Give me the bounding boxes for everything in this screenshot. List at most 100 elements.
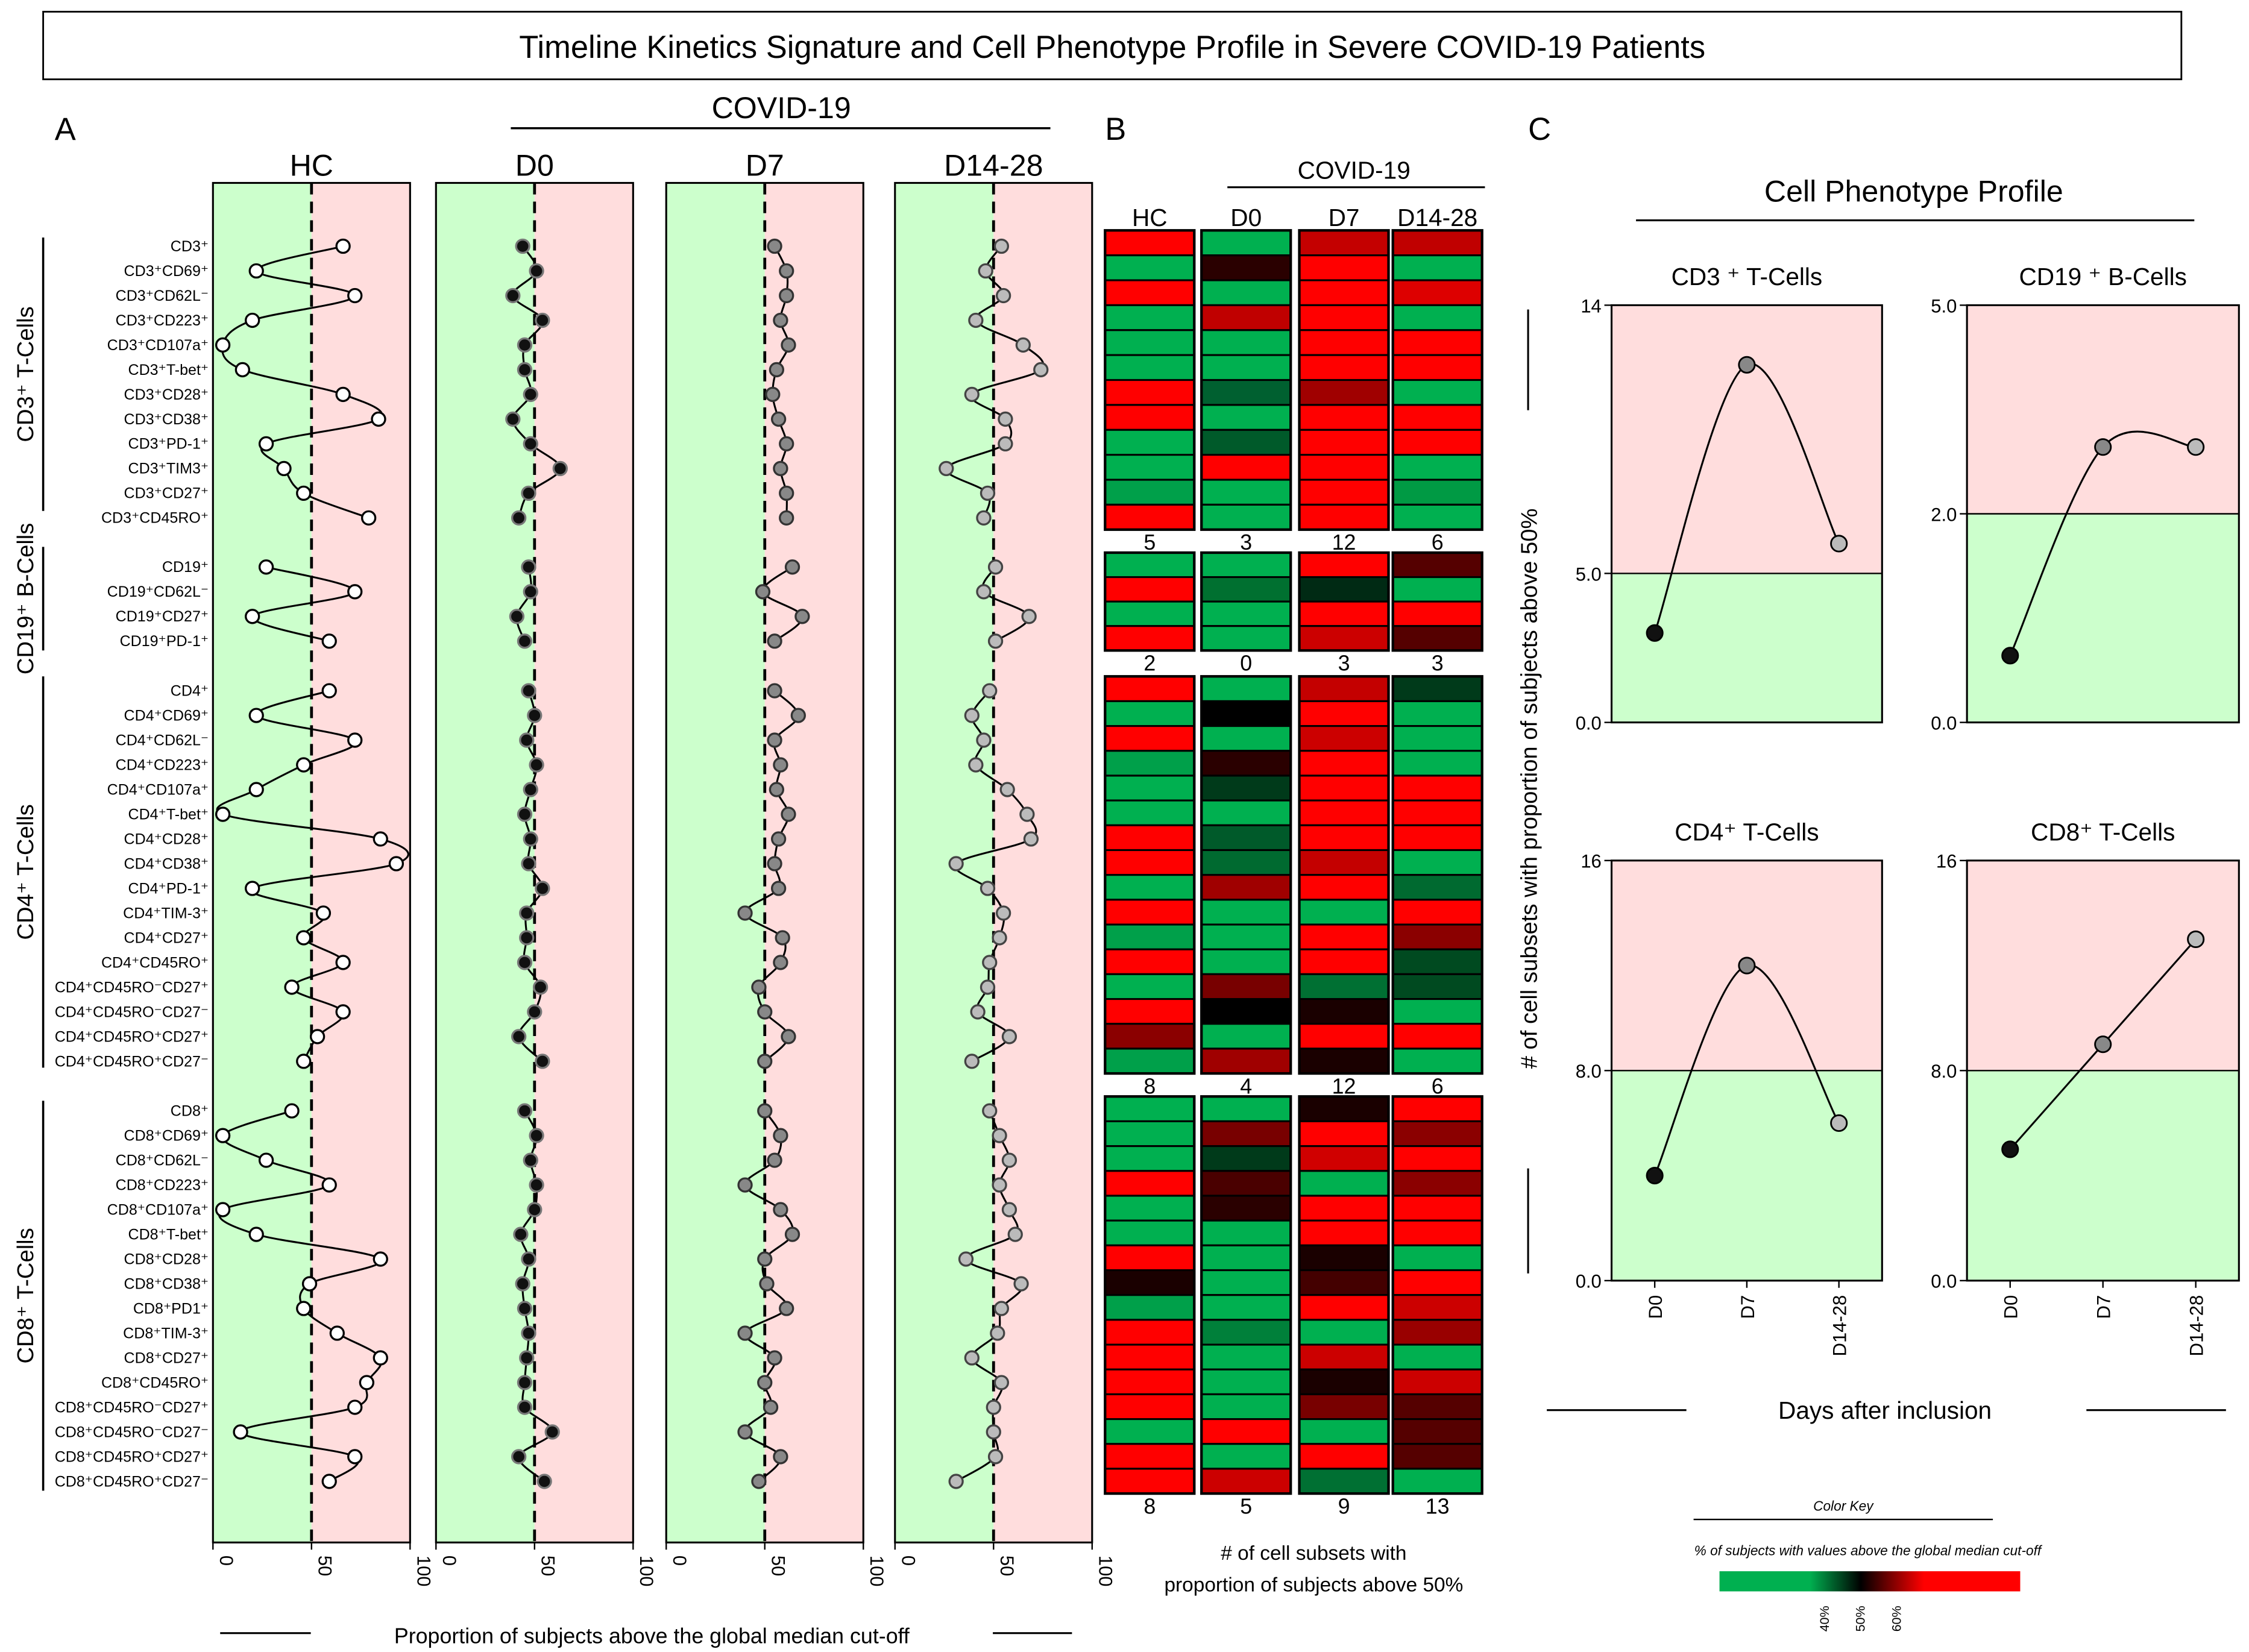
heatmap-cell [1200,600,1292,627]
data-point [964,708,980,723]
data-point [535,312,550,328]
heatmap-cell [1200,479,1292,506]
heatmap-cell [1200,700,1292,727]
heatmap-cell [1298,1244,1390,1272]
data-point [790,708,806,723]
profile-chart-title: CD8⁺ T-Cells [2031,818,2175,846]
data-point [964,1054,980,1069]
data-point [517,633,533,649]
heatmap-cell [1392,551,1483,579]
x-tick-label: D14-28 [1829,1295,1851,1357]
heatmap-column-frame [1200,551,1292,652]
profile-curve [2009,430,2196,656]
heatmap-column-frame [1298,551,1390,652]
below-cutoff-zone [213,183,312,1543]
x-tick-label: 50 [996,1556,1018,1577]
heatmap-cell [1298,1443,1390,1470]
x-tick-label: 100 [413,1556,434,1587]
data-point [215,806,231,822]
data-point [757,1251,773,1267]
heatmap-cell [1392,997,1483,1025]
row-label: CD4⁺T-bet⁺ [128,806,209,823]
data-point [517,1375,533,1390]
row-label: CD4⁺CD69⁺ [124,707,209,724]
row-label: CD8⁺CD45RO⁻CD27⁻ [55,1424,209,1440]
data-point [519,930,535,946]
data-point [284,979,300,995]
x-tick-label: D7 [1737,1295,1758,1319]
data-point [513,1226,529,1242]
profile-chart-title: CD19 ⁺ B-Cells [2019,263,2186,291]
heatmap-cell [1298,1095,1390,1122]
profile-title: Cell Phenotype Profile [1764,175,2063,209]
heatmap-cell [1392,824,1483,852]
x-tick-label: D14-28 [2186,1295,2207,1357]
data-point [234,362,250,378]
heatmap-cell [1200,1244,1292,1272]
data-point [371,411,386,427]
heatmap-cell [1200,1269,1292,1296]
data-point [770,411,787,427]
group-label: CD19⁺ B-Cells [13,523,39,674]
heatmap-cell [1298,1219,1390,1246]
heatmap-cell [1298,625,1390,652]
heatmap-cell [1200,1195,1292,1222]
heatmap-cell [1200,1294,1292,1321]
below-threshold-zone [1967,1070,2239,1281]
data-point [779,485,794,501]
row-label: CD4⁺CD107a⁺ [107,781,209,798]
row-label: CD8⁺PD1⁺ [133,1300,209,1317]
heatmap-column-frame [1391,229,1483,531]
heatmap-cell [1104,304,1195,331]
data-point [964,386,980,403]
data-point [523,386,538,403]
heatmap-cell [1200,454,1292,481]
data-point [373,831,388,847]
heatmap-cell [1298,354,1390,382]
data-point [347,1449,363,1465]
heatmap-column-frame [1391,551,1483,652]
heatmap-cell [1392,1368,1483,1395]
data-point [335,1004,351,1020]
data-point [1001,1152,1018,1168]
y-tick-label: 0.0 [1931,713,1957,734]
profile-line [518,690,544,1063]
panel-a-column-d14-28: D14-28 0 50 100 [894,149,1116,1586]
data-point [773,955,788,970]
heatmap-cell [1104,229,1195,257]
heatmap-column-frame [1298,1095,1390,1495]
x-axis-label: Days after inclusion [1778,1396,1992,1424]
heatmap-cell [1104,799,1195,826]
heatmap-cell [1200,625,1292,652]
data-point [521,559,536,575]
data-point [536,1474,552,1489]
profile-chart-3: CD8⁺ T-Cells 0.0 8.0 16 D0 D7 D14-28 [1931,818,2240,1357]
row-label: CD8⁺CD28⁺ [124,1251,209,1267]
below-cutoff-zone [666,183,765,1543]
heatmap-caption-line2: proportion of subjects above 50% [1164,1574,1463,1596]
heatmap-cell [1104,700,1195,727]
heatmap-cell [1392,279,1483,306]
row-label: CD4⁺CD28⁺ [124,831,209,847]
heatmap-cell [1104,1195,1195,1222]
heatmap-cell [1392,1047,1483,1075]
data-point [763,1399,779,1415]
heatmap-cell [1104,675,1195,702]
x-tick-label: 100 [866,1556,887,1587]
column-header: D7 [746,149,784,183]
data-point [511,1449,527,1465]
data-point [767,1350,782,1366]
data-point [987,1449,1004,1465]
heatmap-cell [1104,1023,1195,1050]
heatmap-cell [1200,1319,1292,1346]
data-point [535,881,550,896]
data-point [964,1350,980,1366]
profile-line [981,566,1030,642]
data-point [982,955,998,970]
data-point [948,856,964,872]
data-point [779,263,794,279]
covid-group-header: COVID-19 [712,91,851,125]
profile-point-d14-28 [2187,438,2205,456]
figure-title: Timeline Kinetics Signature and Cell Phe… [519,30,1705,65]
heatmap-cell [1392,899,1483,926]
